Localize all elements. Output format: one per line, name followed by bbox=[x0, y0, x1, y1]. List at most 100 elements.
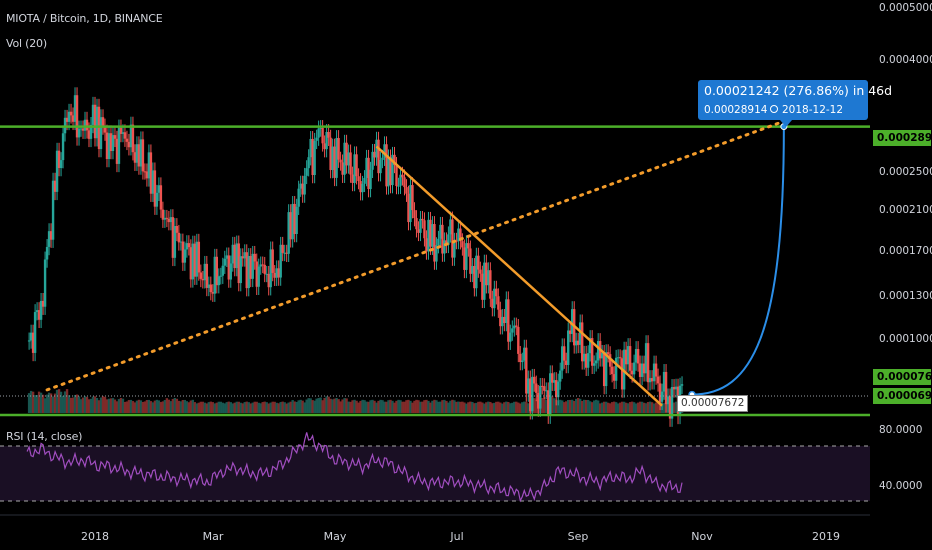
candle-body bbox=[584, 353, 588, 368]
volume-bar bbox=[596, 400, 600, 413]
volume-bar bbox=[636, 402, 640, 413]
volume-bar bbox=[197, 402, 201, 413]
callout-pointer bbox=[780, 120, 792, 127]
candle-body bbox=[265, 273, 268, 275]
projection-callout[interactable]: 0.00021242 (276.86%) in 46d 0.00028914 2… bbox=[698, 80, 892, 127]
candle-body bbox=[381, 157, 384, 160]
volume-bar bbox=[559, 399, 562, 413]
candle-body bbox=[565, 360, 568, 365]
candle-body bbox=[501, 316, 504, 327]
candle-body bbox=[285, 252, 288, 254]
candle-body bbox=[37, 310, 41, 320]
volume-legend[interactable]: Vol (20) bbox=[6, 37, 47, 50]
candle-body bbox=[91, 104, 95, 125]
volume-bar bbox=[363, 400, 366, 413]
volume-bar bbox=[121, 398, 125, 413]
volume-bar bbox=[515, 401, 518, 413]
volume-bar bbox=[163, 400, 167, 413]
candle-body bbox=[487, 270, 490, 286]
volume-bar bbox=[293, 401, 296, 413]
rsi-legend[interactable]: RSI (14, close) bbox=[6, 430, 83, 443]
candle-body bbox=[311, 138, 314, 176]
candle-body bbox=[608, 354, 612, 367]
candle-body bbox=[373, 151, 376, 158]
volume-bar bbox=[341, 399, 344, 413]
volume-bar bbox=[527, 403, 530, 413]
volume-bar bbox=[39, 392, 43, 413]
volume-bar bbox=[289, 401, 292, 413]
candle-body bbox=[519, 353, 522, 363]
volume-bar bbox=[483, 403, 486, 413]
volume-bar bbox=[187, 402, 191, 413]
candle-body bbox=[49, 231, 53, 240]
candle-body bbox=[461, 241, 464, 248]
volume-bar bbox=[594, 399, 598, 413]
volume-bar bbox=[201, 401, 205, 413]
candle-body bbox=[481, 273, 484, 300]
volume-bar bbox=[377, 400, 380, 413]
candle-body bbox=[535, 383, 538, 393]
volume-bar bbox=[644, 403, 648, 413]
candle-body bbox=[165, 217, 169, 219]
symbol-legend[interactable]: MIOTA / Bitcoin, 1D, BINANCE bbox=[6, 12, 163, 25]
volume-bar bbox=[541, 398, 544, 413]
volume-bar bbox=[299, 399, 302, 413]
candle-body bbox=[145, 171, 149, 179]
volume-bar bbox=[37, 391, 41, 413]
volume-bar bbox=[99, 397, 103, 413]
candle-body bbox=[209, 284, 213, 293]
volume-bar bbox=[217, 401, 220, 413]
candlesticks bbox=[27, 87, 684, 427]
candle-body bbox=[109, 133, 113, 152]
volume-bar bbox=[337, 399, 340, 413]
price-tick: 0.00010000 bbox=[879, 333, 932, 345]
volume-bar bbox=[81, 397, 85, 413]
time-tick: Jul bbox=[450, 530, 464, 543]
volume-bar bbox=[265, 402, 268, 413]
volume-bar bbox=[421, 401, 424, 413]
volume-bar bbox=[475, 402, 478, 413]
volume-bar bbox=[367, 401, 370, 413]
last-price-tag: 0.00007615 bbox=[873, 369, 932, 385]
volume-bar bbox=[638, 401, 642, 413]
candle-body bbox=[67, 111, 71, 122]
volume-bar bbox=[209, 401, 213, 413]
candle-body bbox=[277, 268, 280, 278]
volume-bar bbox=[343, 398, 346, 413]
level-lines[interactable] bbox=[0, 125, 870, 417]
volume-bar bbox=[405, 400, 408, 413]
candle-body bbox=[219, 275, 222, 277]
volume-bar bbox=[622, 401, 626, 413]
candle-body bbox=[131, 124, 135, 153]
candle-body bbox=[147, 152, 151, 179]
volume-bar bbox=[243, 402, 246, 413]
candle-body bbox=[551, 373, 554, 383]
falling-trend-line bbox=[375, 145, 663, 407]
candle-body bbox=[199, 272, 203, 279]
volume-bar bbox=[155, 399, 159, 413]
candle-body bbox=[105, 132, 109, 159]
candle-body bbox=[533, 376, 536, 384]
candle-body bbox=[397, 185, 400, 187]
volume-bar bbox=[501, 403, 504, 413]
volume-bar bbox=[269, 402, 272, 413]
candle-body bbox=[479, 269, 482, 274]
volume-bar bbox=[93, 396, 97, 413]
volume-bar bbox=[145, 400, 149, 413]
volume-bar bbox=[357, 402, 360, 413]
candle-body bbox=[606, 352, 610, 355]
candle-body bbox=[505, 299, 508, 324]
candle-body bbox=[668, 396, 672, 419]
candle-body bbox=[347, 152, 350, 166]
candle-body bbox=[279, 244, 282, 278]
volume-bar bbox=[634, 403, 638, 413]
candle-body bbox=[273, 272, 276, 278]
candle-body bbox=[507, 299, 510, 342]
candle-body bbox=[391, 154, 394, 186]
volume-bar bbox=[351, 400, 354, 413]
volume-bar bbox=[628, 402, 632, 413]
candle-body bbox=[529, 378, 532, 412]
volume-bar bbox=[101, 396, 105, 413]
candle-body bbox=[119, 127, 123, 134]
candle-body bbox=[317, 128, 320, 138]
